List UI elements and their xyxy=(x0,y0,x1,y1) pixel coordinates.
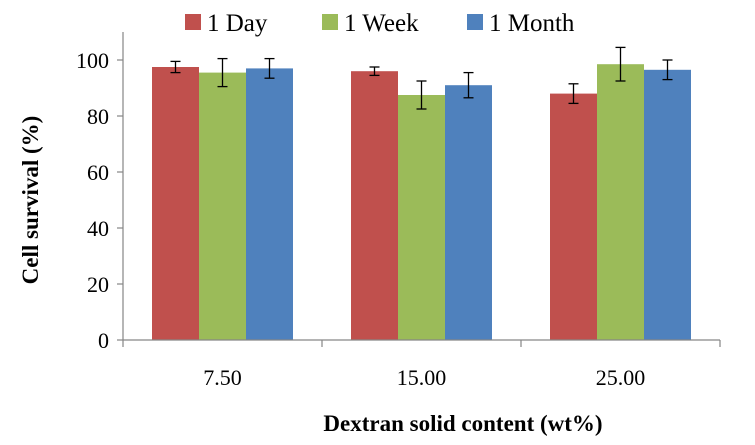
error-bar-1-day-15.00 xyxy=(369,66,380,77)
error-bar-1-week-15.00 xyxy=(416,80,427,110)
y-tick-label: 80 xyxy=(87,104,109,129)
legend-item-1-month: 1 Month xyxy=(467,10,575,37)
error-bar-1-day-7.50 xyxy=(170,60,181,74)
legend: 1 Day 1 Week 1 Month xyxy=(185,10,575,37)
error-bars-layer xyxy=(170,46,673,110)
bar-1-day-7.50 xyxy=(152,67,199,340)
legend-label: 1 Day xyxy=(207,10,268,37)
x-axis-title: Dextran solid content (wt%) xyxy=(323,411,602,436)
y-tick-label: 60 xyxy=(87,160,109,185)
legend-swatch xyxy=(322,14,338,30)
error-bar-1-week-25.00 xyxy=(615,46,626,82)
error-bar-1-week-7.50 xyxy=(217,57,228,88)
y-tick-label: 0 xyxy=(98,328,109,353)
tick-labels-layer: 0 20 40 60 80 100 7.50 15.00 25.00 xyxy=(76,48,645,390)
y-tick-label: 20 xyxy=(87,272,109,297)
legend-label: 1 Week xyxy=(344,10,419,37)
legend-item-1-day: 1 Day xyxy=(185,10,268,37)
bars-layer xyxy=(152,64,691,341)
y-tick-label: 100 xyxy=(76,48,109,73)
bar-1-month-15.00 xyxy=(445,85,492,340)
error-bar-1-day-25.00 xyxy=(568,83,579,105)
bar-1-week-7.50 xyxy=(199,72,246,340)
bar-1-month-7.50 xyxy=(246,68,293,341)
x-tick-label: 15.00 xyxy=(397,365,447,390)
legend-swatch xyxy=(467,14,483,30)
y-tick-label: 40 xyxy=(87,216,109,241)
x-tick-label: 25.00 xyxy=(596,365,646,390)
bar-1-week-25.00 xyxy=(597,64,644,340)
bar-1-day-25.00 xyxy=(550,93,597,340)
legend-item-1-week: 1 Week xyxy=(322,10,419,37)
bar-1-week-15.00 xyxy=(398,95,445,340)
error-bar-1-month-25.00 xyxy=(662,59,673,81)
x-tick-label: 7.50 xyxy=(203,365,242,390)
error-bar-1-month-7.50 xyxy=(264,57,275,79)
legend-label: 1 Month xyxy=(489,10,575,37)
bar-1-month-25.00 xyxy=(644,69,691,341)
axes-layer xyxy=(117,32,721,347)
y-axis-title: Cell survival (%) xyxy=(18,116,43,285)
bar-1-day-15.00 xyxy=(351,71,398,340)
legend-swatch xyxy=(185,14,201,30)
error-bar-1-month-15.00 xyxy=(463,71,474,99)
